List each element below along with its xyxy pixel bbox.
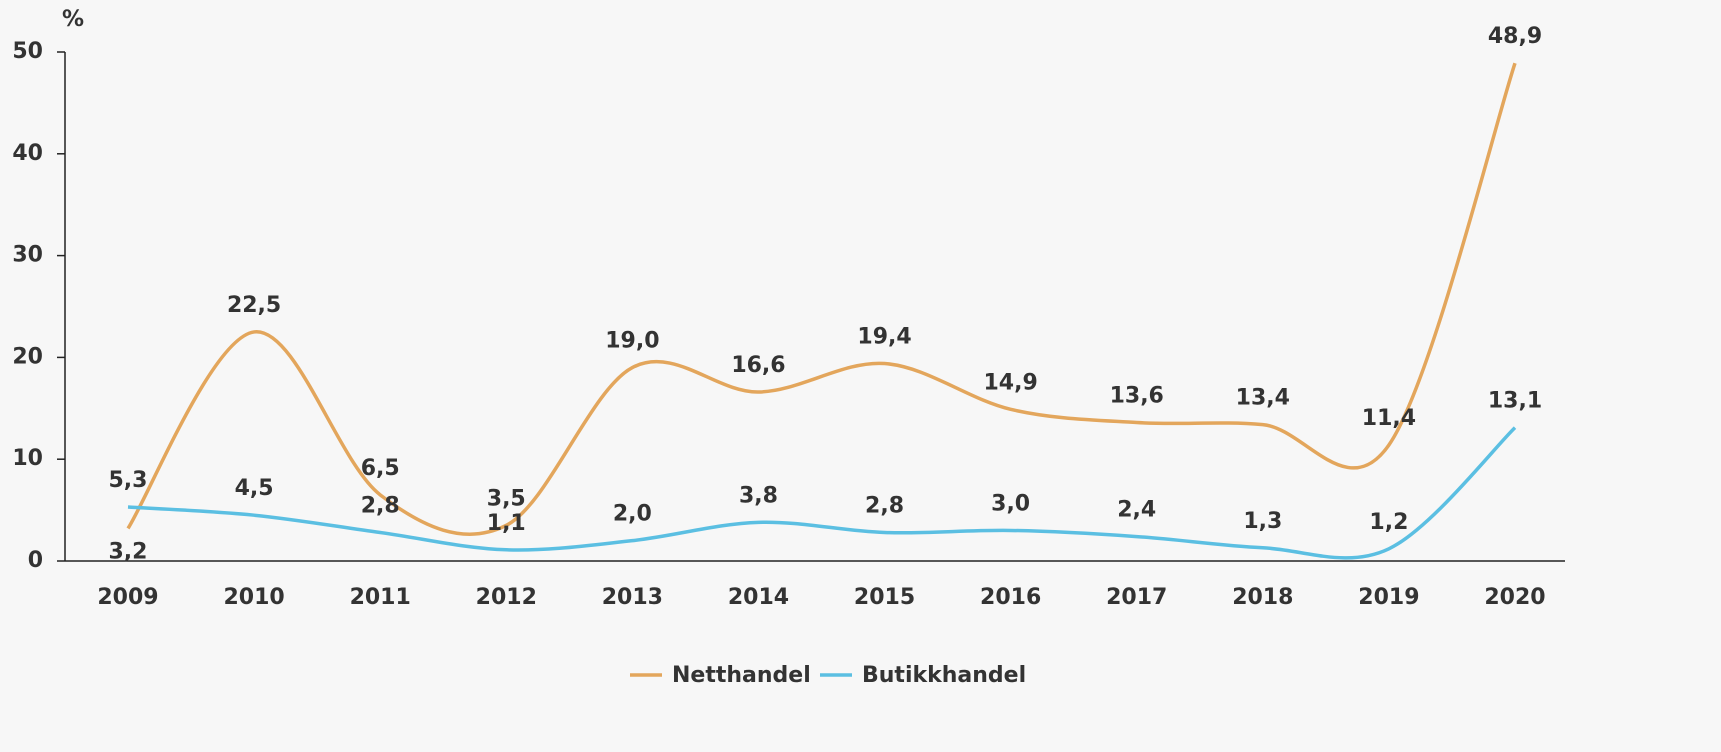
x-tick-label: 2016 (980, 585, 1041, 610)
data-label: 6,5 (361, 456, 400, 481)
data-label: 19,4 (857, 325, 911, 350)
data-label: 3,2 (109, 539, 148, 564)
data-label: 16,6 (731, 353, 785, 378)
data-label: 3,5 (487, 486, 526, 511)
x-tick-label: 2011 (350, 585, 411, 610)
data-label: 3,0 (991, 491, 1030, 516)
y-tick-label: 30 (12, 243, 43, 268)
x-tick-label: 2018 (1232, 585, 1293, 610)
x-tick-label: 2020 (1484, 585, 1545, 610)
data-label: 13,4 (1236, 386, 1290, 411)
x-tick-label: 2017 (1106, 585, 1167, 610)
data-label: 4,5 (235, 476, 274, 501)
data-label: 13,1 (1488, 389, 1542, 414)
data-label: 5,3 (109, 468, 148, 493)
data-label: 3,8 (739, 483, 778, 508)
y-axis-label: % (62, 7, 84, 32)
data-label: 2,8 (865, 493, 904, 518)
data-label: 2,4 (1117, 498, 1156, 523)
y-tick-label: 50 (12, 39, 43, 64)
x-tick-label: 2019 (1358, 585, 1419, 610)
data-label: 14,9 (983, 370, 1037, 395)
data-label: 13,6 (1110, 384, 1164, 409)
x-tick-label: 2012 (476, 585, 537, 610)
series-line (127, 426, 1517, 560)
y-tick-label: 0 (28, 548, 43, 573)
x-tick-label: 2010 (223, 585, 284, 610)
legend-label: Butikkhandel (862, 663, 1026, 688)
x-tick-label: 2009 (97, 585, 158, 610)
data-label: 2,0 (613, 502, 652, 527)
x-tick-label: 2015 (854, 585, 915, 610)
x-tick-label: 2014 (728, 585, 789, 610)
data-label: 11,4 (1362, 406, 1416, 431)
data-label: 1,2 (1369, 510, 1408, 535)
y-tick-label: 40 (12, 141, 43, 166)
legend-label: Netthandel (672, 663, 811, 688)
data-label: 48,9 (1488, 24, 1542, 49)
y-tick-label: 10 (12, 446, 43, 471)
data-label: 22,5 (227, 293, 281, 318)
y-tick-label: 20 (12, 344, 43, 369)
series-line (126, 62, 1517, 536)
data-label: 1,1 (487, 511, 526, 536)
data-label: 2,8 (361, 493, 400, 518)
data-label: 1,3 (1243, 509, 1282, 534)
x-tick-label: 2013 (602, 585, 663, 610)
data-label: 19,0 (605, 329, 659, 354)
